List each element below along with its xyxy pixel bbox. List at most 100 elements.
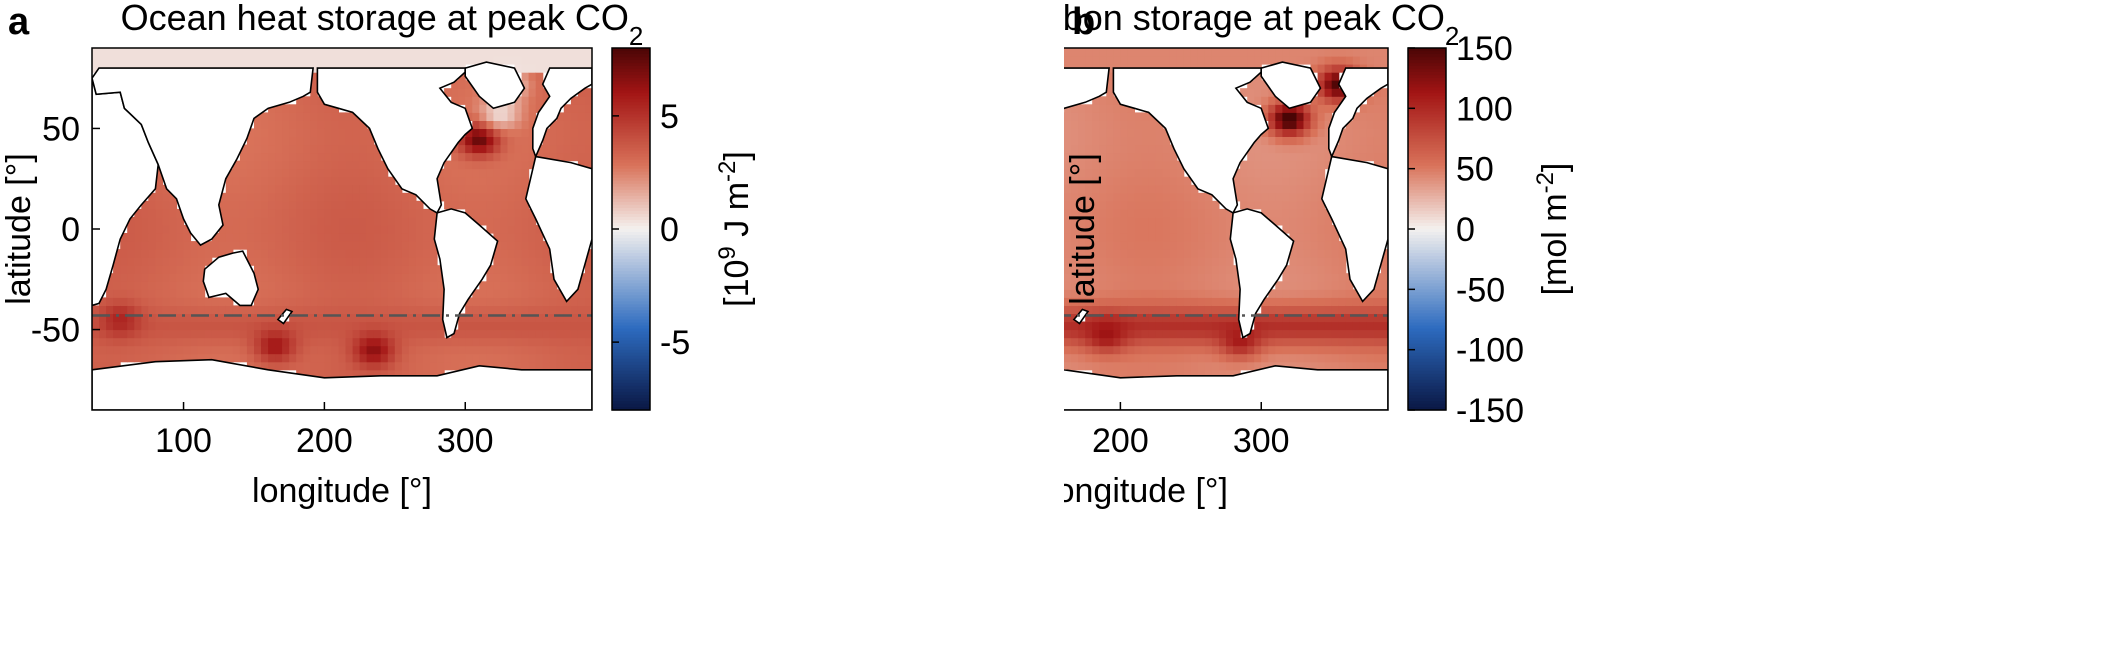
- heatmap-cell: [1275, 128, 1283, 137]
- heatmap-cell: [1134, 168, 1143, 178]
- heatmap-cell: [1289, 337, 1297, 347]
- heatmap-cell: [451, 176, 459, 186]
- heatmap-cell: [408, 192, 417, 202]
- colorbar-step: [612, 207, 650, 212]
- heatmap-cell: [1247, 168, 1255, 178]
- heatmap-cell: [169, 241, 178, 250]
- heatmap-cell: [1381, 313, 1389, 323]
- heatmap-cell: [373, 200, 382, 210]
- heatmap-cell: [1289, 329, 1297, 339]
- heatmap-cell: [282, 136, 290, 146]
- heatmap-cell: [197, 353, 206, 363]
- heatmap-cell: [1219, 369, 1227, 379]
- heatmap-cell: [155, 273, 163, 282]
- heatmap-cell: [1148, 56, 1157, 65]
- heatmap-cell: [1381, 48, 1389, 57]
- heatmap-cell: [415, 361, 424, 371]
- heatmap-cell: [1233, 305, 1241, 314]
- colorbar-step: [612, 277, 650, 281]
- heatmap-cell: [303, 353, 311, 363]
- colorbar-step: [1408, 75, 1446, 79]
- heatmap-cell: [1204, 329, 1213, 339]
- heatmap-cell: [585, 144, 593, 154]
- heatmap-cell: [373, 48, 382, 57]
- heatmap-cell: [289, 361, 297, 371]
- colorbar-tick-label: -5: [660, 324, 690, 362]
- colorbar-step: [1408, 72, 1446, 76]
- colorbar-step: [1408, 274, 1446, 278]
- heatmap-cell: [239, 337, 248, 347]
- heatmap-cell: [1162, 313, 1171, 323]
- heatmap-cell: [134, 337, 142, 347]
- heatmap-cell: [352, 353, 361, 363]
- heatmap-cell: [1141, 112, 1150, 121]
- heatmap-cell: [528, 80, 537, 89]
- heatmap-cell: [366, 56, 375, 65]
- heatmap-cell: [120, 241, 128, 250]
- heatmap-cell: [1338, 56, 1347, 65]
- heatmap-cell: [261, 216, 269, 226]
- heatmap-cell: [359, 120, 368, 129]
- panel-ocean-carbon: bOcean carbon storage at peak CO21002003…: [1064, 0, 2128, 669]
- heatmap-cell: [408, 361, 417, 371]
- heatmap-cell: [1155, 168, 1164, 178]
- heatmap-cell: [148, 48, 156, 57]
- colorbar-step: [1408, 141, 1446, 146]
- heatmap-cell: [458, 48, 466, 57]
- heatmap-cell: [197, 289, 206, 298]
- heatmap-cell: [1162, 289, 1171, 298]
- heatmap-cell: [549, 136, 558, 146]
- heatmap-cell: [479, 329, 487, 339]
- heatmap-cell: [1338, 313, 1347, 323]
- heatmap-cell: [465, 160, 473, 170]
- heatmap-cell: [239, 200, 248, 210]
- heatmap-cell: [486, 112, 494, 121]
- heatmap-cell: [1331, 80, 1340, 89]
- heatmap-cell: [176, 305, 185, 314]
- heatmap-cell: [92, 313, 100, 323]
- colorbar-label: [mol m-2]: [1532, 163, 1575, 296]
- heatmap-cell: [1204, 225, 1213, 234]
- heatmap-cell: [1190, 313, 1199, 323]
- heatmap-cell: [408, 249, 417, 258]
- heatmap-cell: [535, 48, 544, 57]
- heatmap-cell: [1303, 313, 1312, 323]
- heatmap-cell: [1296, 120, 1305, 129]
- heatmap-cell: [1120, 56, 1128, 65]
- heatmap-cell: [331, 289, 339, 298]
- heatmap-cell: [1233, 337, 1241, 347]
- heatmap-cell: [1296, 313, 1305, 323]
- heatmap-cell: [1310, 337, 1319, 347]
- heatmap-cell: [148, 200, 156, 210]
- heatmap-cell: [373, 225, 382, 234]
- heatmap-cell: [1289, 208, 1297, 218]
- y-tick-label: 0: [61, 211, 80, 249]
- heatmap-cell: [1352, 321, 1361, 331]
- heatmap-cell: [458, 353, 466, 363]
- heatmap-cell: [338, 273, 347, 282]
- heatmap-cell: [556, 305, 565, 314]
- colorbar-step: [1408, 120, 1446, 125]
- heatmap-cell: [1169, 241, 1178, 250]
- colorbar-step: [1408, 153, 1446, 158]
- heatmap-cell: [1261, 96, 1269, 105]
- heatmap-cell: [366, 216, 375, 226]
- heatmap-cell: [535, 249, 544, 258]
- heatmap-cell: [1310, 192, 1319, 202]
- heatmap-cell: [1162, 216, 1171, 226]
- heatmap-cell: [345, 152, 354, 162]
- heatmap-cell: [479, 176, 487, 186]
- heatmap-cell: [1331, 56, 1340, 65]
- heatmap-cell: [275, 56, 283, 65]
- heatmap-cell: [1134, 241, 1143, 250]
- heatmap-cell: [1254, 321, 1262, 331]
- heatmap-cell: [507, 281, 516, 290]
- heatmap-cell: [1162, 144, 1171, 154]
- heatmap-cell: [127, 321, 135, 331]
- heatmap-cell: [1162, 337, 1171, 347]
- heatmap-cell: [500, 265, 509, 274]
- heatmap-cell: [1092, 353, 1100, 363]
- heatmap-cell: [535, 257, 544, 266]
- heatmap-cell: [296, 321, 304, 331]
- heatmap-cell: [1106, 345, 1114, 355]
